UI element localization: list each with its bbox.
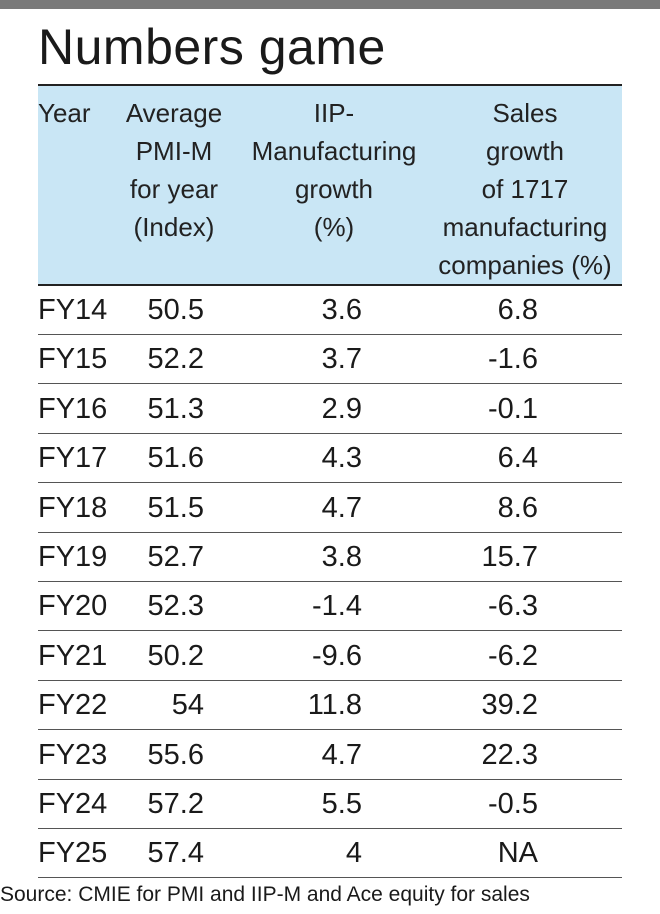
row-divider [38, 531, 622, 533]
cell-iip: 3.7 [321, 343, 362, 376]
row-divider [38, 432, 622, 434]
table-row: FY21 50.2 -9.6 -6.2 [38, 632, 622, 681]
cell-year: FY14 [38, 294, 108, 326]
cell-year: FY23 [38, 738, 108, 771]
cell-pmi: 54 [171, 689, 204, 722]
cell-iip: 4 [345, 837, 362, 870]
row-divider [38, 581, 622, 582]
cell-pmi: 52.2 [147, 343, 204, 376]
cell-year: FY15 [38, 343, 108, 376]
row-divider [38, 877, 622, 879]
row-divider [38, 679, 622, 681]
table-row: FY16 51.3 2.9 -0.1 [38, 385, 622, 434]
cell-sales: 8.6 [497, 491, 538, 524]
cell-year: FY21 [38, 639, 108, 672]
cell-year: FY22 [38, 689, 108, 722]
cell-year: FY18 [38, 491, 108, 524]
cell-pmi: 52.3 [147, 590, 204, 623]
cell-year: FY20 [38, 590, 108, 623]
row-divider [38, 778, 622, 780]
table-row: FY24 57.2 5.5 -0.5 [38, 780, 622, 829]
cell-year: FY19 [38, 541, 108, 573]
cell-iip: -9.6 [312, 639, 362, 672]
header-pmi: Average PMI-M for year (Index) [125, 98, 223, 242]
cell-sales: -6.2 [488, 639, 538, 672]
header-year: Year [38, 98, 91, 128]
cell-pmi: 57.4 [147, 837, 204, 870]
cell-year: FY24 [38, 788, 108, 820]
cell-year: FY25 [38, 837, 108, 870]
title-divider [38, 84, 622, 86]
header-iip: IIP- Manufacturing growth (%) [251, 98, 417, 242]
table-row: FY23 55.6 4.7 22.3 [38, 731, 622, 780]
cell-sales: 39.2 [481, 689, 538, 722]
cell-sales: 15.7 [481, 541, 538, 573]
row-divider [38, 630, 622, 632]
cell-sales: -0.1 [488, 392, 538, 425]
cell-iip: 3.6 [321, 294, 362, 326]
table-row: FY20 52.3 -1.4 -6.3 [38, 582, 622, 632]
cell-iip: 4.7 [321, 738, 362, 771]
table-row: FY14 50.5 3.6 6.8 [38, 286, 622, 335]
cell-sales: 22.3 [481, 738, 538, 771]
table-row: FY19 52.7 3.8 15.7 [38, 533, 622, 582]
row-divider [38, 828, 622, 829]
source-note: Source: CMIE for PMI and IIP-M and Ace e… [0, 883, 530, 906]
table-title: Numbers game [38, 19, 386, 75]
row-divider [38, 729, 622, 731]
cell-pmi: 57.2 [147, 788, 204, 820]
cell-iip: 11.8 [307, 689, 362, 722]
cell-pmi: 50.5 [147, 294, 204, 326]
table-header: Year Average PMI-M for year (Index) IIP-… [38, 86, 622, 284]
cell-sales: -1.6 [488, 343, 538, 376]
row-divider [38, 334, 622, 335]
cell-iip: 5.5 [321, 788, 362, 820]
table-row: FY22 54 11.8 39.2 [38, 681, 622, 731]
top-bar [0, 0, 660, 9]
cell-iip: -1.4 [312, 590, 362, 623]
cell-pmi: 55.6 [147, 738, 204, 771]
table-row: FY25 57.4 4 NA [38, 829, 622, 879]
cell-sales: 6.8 [497, 294, 538, 326]
cell-iip: 4.3 [321, 442, 362, 475]
cell-pmi: 51.5 [147, 491, 204, 524]
cell-sales: -6.3 [488, 590, 538, 623]
table-row: FY17 51.6 4.3 6.4 [38, 434, 622, 484]
cell-iip: 3.8 [321, 541, 362, 573]
cell-year: FY17 [38, 442, 108, 475]
cell-pmi: 52.7 [147, 541, 204, 573]
table-row: FY18 51.5 4.7 8.6 [38, 484, 622, 533]
row-divider [38, 482, 622, 484]
cell-pmi: 51.3 [147, 392, 204, 425]
header-divider [38, 284, 622, 286]
table-row: FY15 52.2 3.7 -1.6 [38, 335, 622, 385]
header-sales: Sales growth of 1717 manufacturing compa… [438, 98, 612, 280]
row-divider [38, 383, 622, 385]
cell-pmi: 51.6 [147, 442, 204, 475]
cell-year: FY16 [38, 392, 108, 425]
cell-pmi: 50.2 [147, 639, 204, 672]
cell-sales: NA [497, 837, 538, 870]
cell-iip: 2.9 [321, 392, 362, 425]
cell-sales: -0.5 [488, 788, 538, 820]
cell-iip: 4.7 [321, 491, 362, 524]
cell-sales: 6.4 [497, 442, 538, 475]
